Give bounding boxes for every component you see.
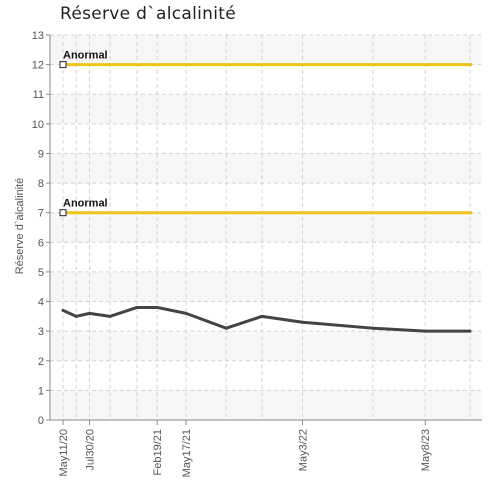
reference-marker	[59, 61, 67, 69]
reference-lines: Anormal Anormal	[59, 50, 472, 217]
data-point	[260, 314, 264, 318]
reference-label: Anormal	[63, 198, 108, 210]
y-tick-label: 11	[33, 89, 44, 101]
y-axis-label: Réserve d`alcalinité	[14, 178, 26, 275]
y-tick-label: 10	[32, 119, 44, 131]
x-tick-label: May11/20	[58, 429, 70, 477]
y-tick-label: 5	[38, 267, 44, 279]
data-point	[468, 329, 472, 333]
y-tick-label: 8	[38, 178, 44, 190]
grid-band	[50, 212, 482, 243]
reference-label: Anormal	[63, 50, 108, 62]
y-tick-label: 7	[38, 208, 44, 220]
y-tick-label: 0	[38, 415, 44, 427]
data-point	[61, 308, 65, 312]
x-tick-label: Jul30/20	[85, 429, 97, 471]
data-point	[300, 320, 304, 324]
x-tick-label: Feb19/21	[152, 429, 164, 475]
x-tick-label: May3/22	[297, 429, 309, 471]
grid-band	[50, 35, 482, 65]
y-tick-label: 4	[38, 297, 44, 309]
data-point	[74, 314, 78, 318]
data-point	[423, 329, 427, 333]
y-tick-label: 2	[38, 356, 44, 368]
grid-lines	[50, 34, 482, 420]
grid-band	[50, 94, 482, 124]
y-tick-label: 1	[38, 385, 44, 397]
data-point	[184, 311, 188, 315]
y-tick-label: 9	[38, 148, 44, 160]
data-point	[135, 305, 139, 309]
data-point	[224, 326, 228, 330]
series-line	[62, 305, 470, 333]
y-tick-label: 6	[38, 237, 44, 249]
y-tick-label: 13	[32, 30, 44, 42]
x-axis-ticks: May11/20 Jul30/20 Feb19/21 May17/21 May3/22 M…	[58, 420, 432, 477]
data-point	[88, 311, 92, 315]
axes	[49, 35, 482, 421]
data-point	[155, 305, 159, 309]
grid-band	[50, 331, 482, 361]
grid-band	[50, 153, 482, 184]
reference-marker	[59, 209, 67, 217]
y-tick-label: 12	[32, 60, 44, 72]
data-point	[371, 326, 375, 330]
alternating-bands	[50, 35, 482, 420]
data-point	[108, 314, 112, 318]
chart-title: Réserve d`alcalinité	[60, 4, 236, 24]
grid-band	[50, 271, 482, 302]
x-tick-label: May8/23	[420, 429, 432, 471]
x-tick-label: May17/21	[181, 429, 193, 477]
data-series	[61, 305, 472, 333]
grid-band	[50, 390, 482, 420]
y-tick-label: 3	[38, 326, 44, 338]
